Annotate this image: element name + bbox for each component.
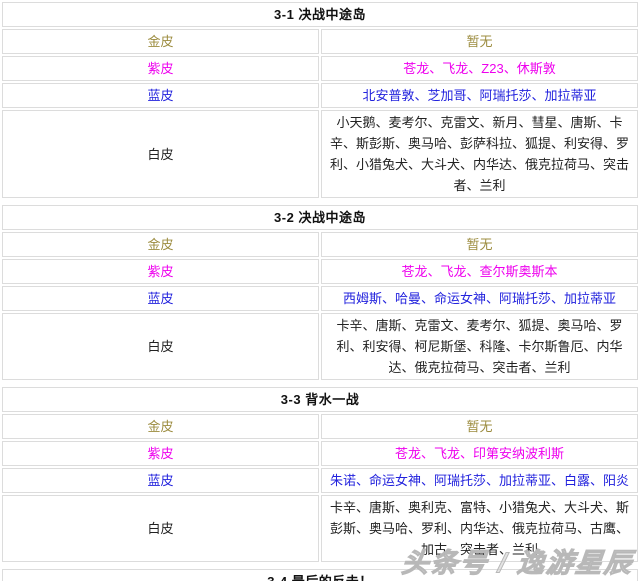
- drop-list-purple: 苍龙、飞龙、查尔斯奥斯本: [321, 259, 638, 284]
- section-title: 3-4 最后的反击！: [2, 569, 638, 581]
- table-row: 金皮 暂无: [2, 414, 638, 439]
- table-row: 蓝皮 朱诺、命运女神、阿瑞托莎、加拉蒂亚、白露、阳炎: [2, 468, 638, 493]
- drop-list-white: 卡辛、唐斯、奥利克、富特、小猎兔犬、大斗犬、斯彭斯、奥马哈、罗利、内华达、俄克拉…: [321, 495, 638, 562]
- rarity-label-purple: 紫皮: [2, 259, 319, 284]
- table-row: 白皮 小天鹅、麦考尔、克雷文、新月、彗星、唐斯、卡辛、斯彭斯、奥马哈、彭萨科拉、…: [2, 110, 638, 198]
- rarity-label-white: 白皮: [2, 495, 319, 562]
- rarity-label-blue: 蓝皮: [2, 83, 319, 108]
- table-row: 白皮 卡辛、唐斯、克雷文、麦考尔、狐提、奥马哈、罗利、利安得、柯尼斯堡、科隆、卡…: [2, 313, 638, 380]
- section-title: 3-2 决战中途岛: [2, 205, 638, 230]
- drop-list-blue: 北安普敦、芝加哥、阿瑞托莎、加拉蒂亚: [321, 83, 638, 108]
- rarity-label-purple: 紫皮: [2, 56, 319, 81]
- table-row: 紫皮 苍龙、飞龙、印第安纳波利斯: [2, 441, 638, 466]
- table-row: 3-2 决战中途岛: [2, 205, 638, 230]
- rarity-label-white: 白皮: [2, 110, 319, 198]
- drop-list-gold: 暂无: [321, 414, 638, 439]
- table-row: 3-4 最后的反击！: [2, 569, 638, 581]
- drop-list-white: 小天鹅、麦考尔、克雷文、新月、彗星、唐斯、卡辛、斯彭斯、奥马哈、彭萨科拉、狐提、…: [321, 110, 638, 198]
- rarity-label-gold: 金皮: [2, 29, 319, 54]
- table-row: 紫皮 苍龙、飞龙、Z23、休斯敦: [2, 56, 638, 81]
- map-drop-table-3-4: 3-4 最后的反击！ 金皮 赤城、加贺 紫皮 休斯敦、约克城、标枪、Z23、拉菲…: [0, 567, 640, 581]
- drop-list-blue: 朱诺、命运女神、阿瑞托莎、加拉蒂亚、白露、阳炎: [321, 468, 638, 493]
- rarity-label-purple: 紫皮: [2, 441, 319, 466]
- table-row: 白皮 卡辛、唐斯、奥利克、富特、小猎兔犬、大斗犬、斯彭斯、奥马哈、罗利、内华达、…: [2, 495, 638, 562]
- table-row: 蓝皮 北安普敦、芝加哥、阿瑞托莎、加拉蒂亚: [2, 83, 638, 108]
- table-row: 紫皮 苍龙、飞龙、查尔斯奥斯本: [2, 259, 638, 284]
- rarity-label-white: 白皮: [2, 313, 319, 380]
- table-row: 3-3 背水一战: [2, 387, 638, 412]
- drop-list-white: 卡辛、唐斯、克雷文、麦考尔、狐提、奥马哈、罗利、利安得、柯尼斯堡、科隆、卡尔斯鲁…: [321, 313, 638, 380]
- map-drop-table-3-1: 3-1 决战中途岛 金皮 暂无 紫皮 苍龙、飞龙、Z23、休斯敦 蓝皮 北安普敦…: [0, 0, 640, 200]
- drop-list-gold: 暂无: [321, 232, 638, 257]
- drop-list-purple: 苍龙、飞龙、印第安纳波利斯: [321, 441, 638, 466]
- section-title: 3-3 背水一战: [2, 387, 638, 412]
- drop-list-gold: 暂无: [321, 29, 638, 54]
- rarity-label-blue: 蓝皮: [2, 468, 319, 493]
- drop-list-purple: 苍龙、飞龙、Z23、休斯敦: [321, 56, 638, 81]
- rarity-label-blue: 蓝皮: [2, 286, 319, 311]
- map-drop-table-3-3: 3-3 背水一战 金皮 暂无 紫皮 苍龙、飞龙、印第安纳波利斯 蓝皮 朱诺、命运…: [0, 385, 640, 564]
- rarity-label-gold: 金皮: [2, 414, 319, 439]
- table-row: 3-1 决战中途岛: [2, 2, 638, 27]
- rarity-label-gold: 金皮: [2, 232, 319, 257]
- table-row: 蓝皮 西姆斯、哈曼、命运女神、阿瑞托莎、加拉蒂亚: [2, 286, 638, 311]
- table-row: 金皮 暂无: [2, 232, 638, 257]
- map-drop-table-3-2: 3-2 决战中途岛 金皮 暂无 紫皮 苍龙、飞龙、查尔斯奥斯本 蓝皮 西姆斯、哈…: [0, 203, 640, 382]
- table-row: 金皮 暂无: [2, 29, 638, 54]
- section-title: 3-1 决战中途岛: [2, 2, 638, 27]
- drop-list-blue: 西姆斯、哈曼、命运女神、阿瑞托莎、加拉蒂亚: [321, 286, 638, 311]
